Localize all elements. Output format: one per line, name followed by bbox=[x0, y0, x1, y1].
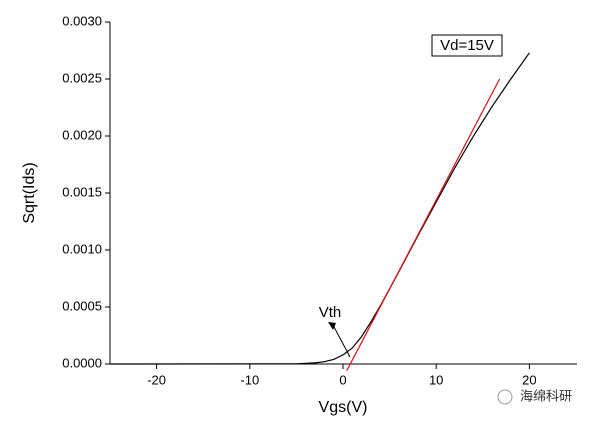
x-tick-label: -20 bbox=[147, 372, 166, 387]
x-tick-label: 20 bbox=[522, 372, 536, 387]
x-tick-label: -10 bbox=[240, 372, 259, 387]
x-tick-label: 10 bbox=[429, 372, 443, 387]
annotation-box bbox=[431, 34, 503, 57]
annotation: Vd=15V bbox=[440, 37, 494, 54]
y-tick-label: 0.0030 bbox=[62, 13, 102, 28]
x-axis-title: Vgs(V) bbox=[319, 399, 368, 416]
y-tick-label: 0.0005 bbox=[62, 298, 102, 313]
y-tick-label: 0.0000 bbox=[62, 355, 102, 370]
watermark-icon bbox=[497, 389, 513, 405]
y-tick-label: 0.0015 bbox=[62, 184, 102, 199]
y-tick-label: 0.0020 bbox=[62, 127, 102, 142]
x-tick-label: 0 bbox=[339, 372, 346, 387]
y-tick-label: 0.0025 bbox=[62, 70, 102, 85]
arrow-head bbox=[328, 322, 336, 330]
y-axis-title: Sqrt(Ids) bbox=[21, 162, 38, 223]
annotation: Vth bbox=[319, 304, 342, 321]
line bbox=[346, 78, 501, 372]
y-tick-label: 0.0010 bbox=[62, 241, 102, 256]
watermark: 海绵科研 bbox=[520, 388, 572, 403]
